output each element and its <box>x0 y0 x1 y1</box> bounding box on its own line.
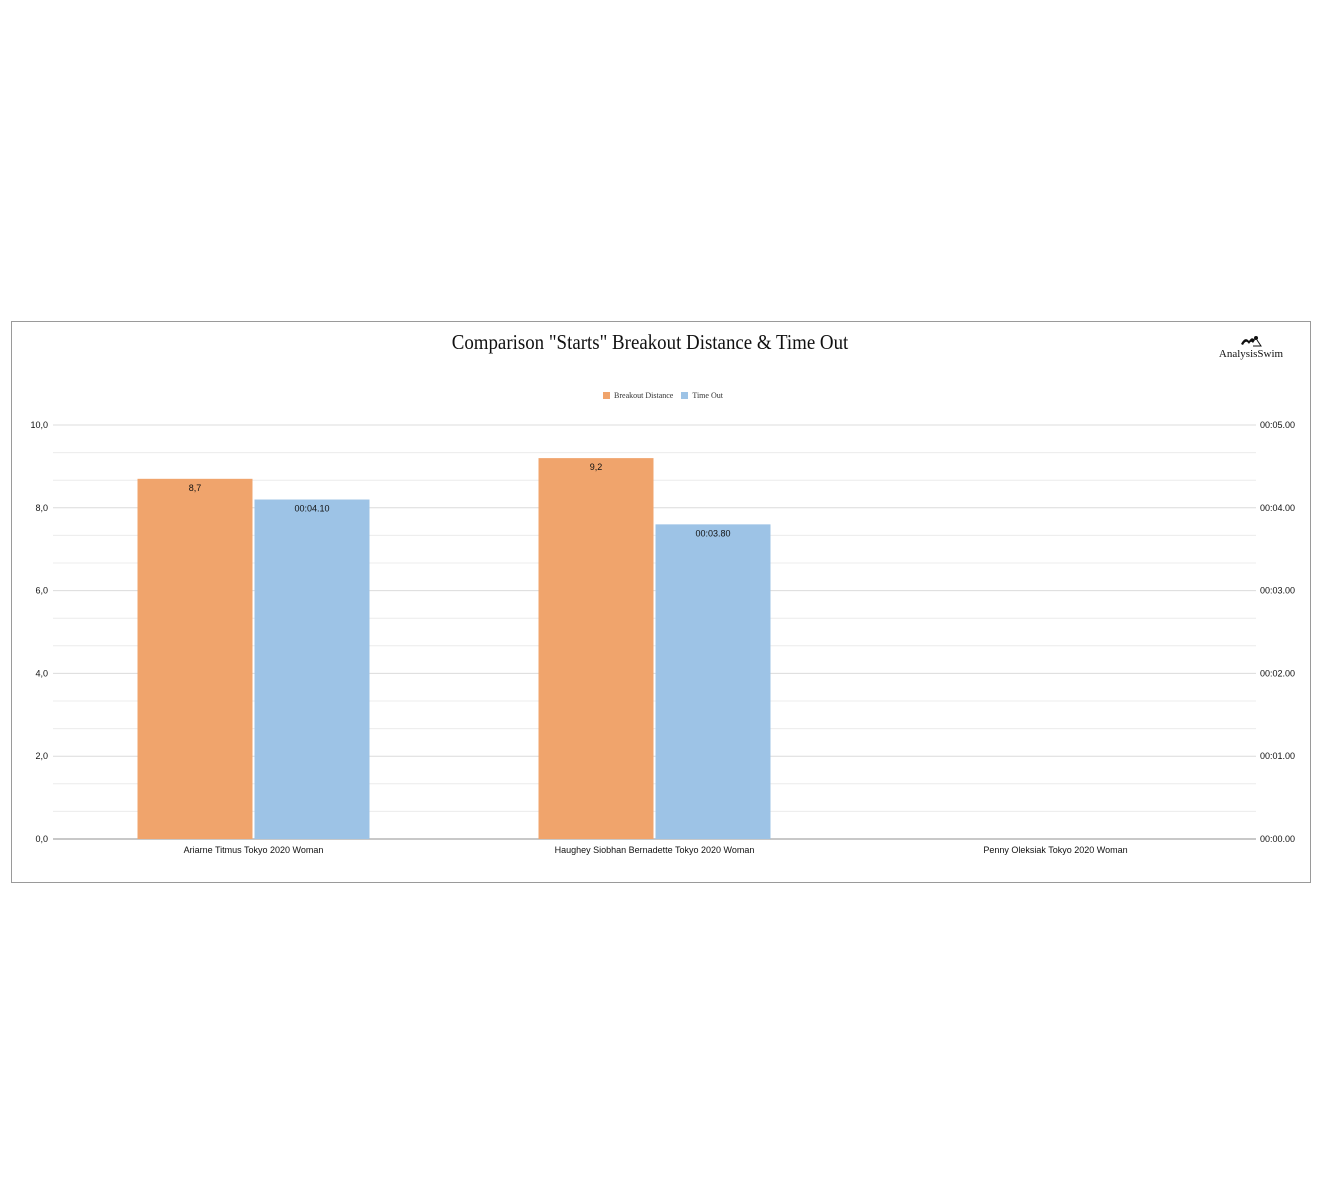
chart-title: Comparison "Starts" Breakout Distance & … <box>451 330 849 354</box>
bar-time-out <box>254 499 370 839</box>
chart-frame <box>11 321 1311 883</box>
legend-label-breakout[interactable]: Breakout Distance <box>614 391 674 400</box>
bar-time-out <box>655 524 771 839</box>
y2-tick-label: 00:04.00 <box>1260 503 1295 513</box>
y-tick-label: 10,0 <box>30 420 48 430</box>
y2-tick-label: 00:02.00 <box>1260 668 1295 678</box>
y-tick-label: 2,0 <box>35 751 48 761</box>
x-tick-label: Penny Oleksiak Tokyo 2020 Woman <box>983 845 1127 855</box>
y-tick-label: 4,0 <box>35 668 48 678</box>
x-tick-label: Haughey Siobhan Bernadette Tokyo 2020 Wo… <box>555 845 755 855</box>
data-label: 00:03.80 <box>695 528 730 538</box>
legend-label-timeout[interactable]: Time Out <box>692 391 723 400</box>
legend-swatch-breakout <box>603 392 611 399</box>
data-label: 9,2 <box>590 462 603 472</box>
data-label: 00:04.10 <box>294 504 329 514</box>
y2-tick-label: 00:00.00 <box>1260 834 1295 844</box>
data-label: 8,7 <box>189 483 202 493</box>
bar-breakout-distance <box>137 478 253 839</box>
y-tick-label: 8,0 <box>35 503 48 513</box>
y2-tick-label: 00:01.00 <box>1260 751 1295 761</box>
y2-tick-label: 00:05.00 <box>1260 420 1295 430</box>
legend: Breakout Distance Time Out <box>0 391 1320 400</box>
legend-swatch-timeout <box>681 392 689 399</box>
analysisswim-logo: AnalysisSwim <box>1218 334 1284 360</box>
bar-breakout-distance <box>538 458 654 839</box>
y-tick-label: 6,0 <box>35 586 48 596</box>
swimmer-icon <box>1241 336 1262 347</box>
x-tick-label: Ariarne Titmus Tokyo 2020 Woman <box>184 845 324 855</box>
y2-tick-label: 00:03.00 <box>1260 586 1295 596</box>
logo-text: AnalysisSwim <box>1218 348 1284 360</box>
y-tick-label: 0,0 <box>35 834 48 844</box>
